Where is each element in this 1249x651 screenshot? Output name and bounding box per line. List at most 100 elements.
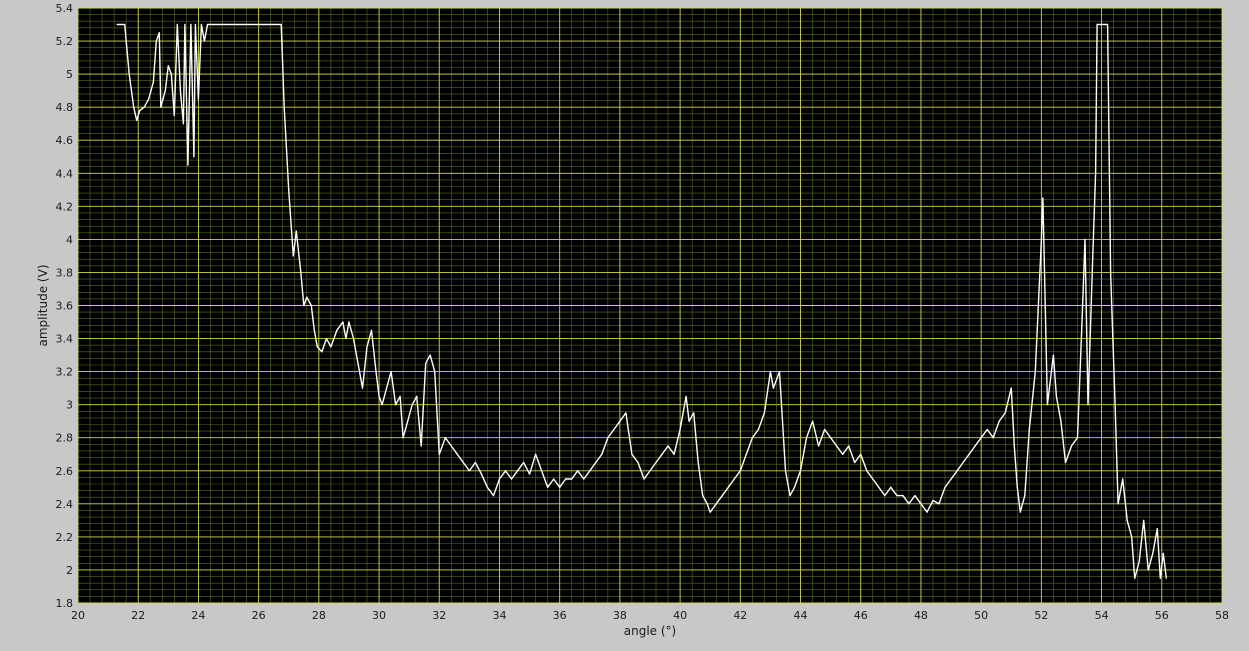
data-point xyxy=(920,503,922,505)
data-point xyxy=(1084,238,1086,240)
data-point xyxy=(197,98,200,100)
data-point xyxy=(565,478,567,480)
data-point xyxy=(751,437,753,439)
data-point xyxy=(601,453,603,455)
data-point xyxy=(300,271,302,274)
data-point xyxy=(1147,569,1149,571)
data-point xyxy=(148,98,150,100)
data-point xyxy=(625,412,627,414)
data-point xyxy=(504,470,507,472)
data-point xyxy=(407,420,409,422)
x-tick-label: 24 xyxy=(191,609,205,622)
data-point xyxy=(789,494,791,497)
y-tick-label: 5 xyxy=(66,68,73,81)
y-tick-label: 4.4 xyxy=(56,167,74,180)
data-point xyxy=(878,486,880,488)
data-point xyxy=(896,494,898,497)
y-tick-label: 5.2 xyxy=(56,35,74,48)
data-point xyxy=(390,371,392,373)
y-axis-ticks: 1.8 2 2.2 2.4 2.6 2.8 3 3.2 3.4 3.6 3.8 4 4.2 4.4 4.6 4… xyxy=(56,2,74,610)
data-point xyxy=(1016,486,1018,488)
x-tick-label: 22 xyxy=(131,609,145,622)
data-point xyxy=(1096,23,1098,26)
data-point xyxy=(352,337,355,340)
data-point xyxy=(799,470,802,472)
data-point xyxy=(124,23,126,26)
data-point xyxy=(655,461,657,464)
data-point xyxy=(1107,23,1109,26)
y-tick-label: 4.6 xyxy=(56,134,74,147)
series-line xyxy=(117,23,1167,579)
x-tick-label: 30 xyxy=(372,609,386,622)
data-point xyxy=(170,73,172,75)
x-axis-ticks: 20 22 24 26 28 30 32 34 36 38 40 42 44 46 48 50 52 54 56 58 xyxy=(71,609,1229,622)
x-tick-label: 34 xyxy=(492,609,506,622)
data-point xyxy=(288,189,290,191)
y-tick-label: 3.8 xyxy=(56,266,74,279)
data-point xyxy=(1122,478,1124,480)
data-point xyxy=(316,346,318,348)
data-point xyxy=(295,230,297,232)
data-point xyxy=(133,106,135,108)
data-point xyxy=(303,304,305,307)
y-tick-label: 2.8 xyxy=(56,432,74,445)
data-point xyxy=(721,494,723,497)
data-point xyxy=(577,470,579,472)
data-point xyxy=(474,461,476,464)
data-point xyxy=(559,486,561,488)
data-point xyxy=(1013,445,1015,447)
data-point xyxy=(395,404,397,406)
x-tick-label: 42 xyxy=(733,609,747,622)
y-tick-label: 4 xyxy=(66,233,73,246)
data-point xyxy=(1152,552,1154,555)
data-point xyxy=(480,473,483,475)
data-point xyxy=(292,255,294,257)
data-point xyxy=(375,371,377,373)
data-point xyxy=(1143,519,1145,521)
data-point xyxy=(187,164,189,166)
y-tick-label: 2 xyxy=(66,564,73,577)
data-point xyxy=(128,73,130,75)
data-point xyxy=(998,420,1000,422)
y-tick-label: 2.6 xyxy=(56,465,74,478)
data-point xyxy=(1040,238,1042,240)
data-point xyxy=(772,387,775,389)
data-point xyxy=(914,494,916,497)
data-point xyxy=(778,371,781,373)
data-point xyxy=(763,412,766,414)
data-point xyxy=(926,511,928,513)
data-point xyxy=(944,486,946,488)
data-point xyxy=(444,437,446,439)
data-point xyxy=(468,470,470,472)
data-point xyxy=(203,40,206,42)
data-point xyxy=(450,445,452,447)
data-point xyxy=(310,304,312,307)
data-point xyxy=(462,461,464,464)
data-point xyxy=(702,494,704,497)
data-point xyxy=(348,321,350,323)
data-point xyxy=(793,486,796,488)
data-point xyxy=(438,453,440,455)
data-point xyxy=(553,478,555,480)
data-point xyxy=(693,412,695,414)
y-tick-label: 5.4 xyxy=(56,2,74,15)
data-point xyxy=(1091,263,1094,265)
data-point xyxy=(974,445,976,447)
data-point xyxy=(385,387,388,389)
data-point xyxy=(283,106,285,108)
data-point xyxy=(830,437,832,439)
data-point xyxy=(1117,503,1119,505)
data-point xyxy=(1165,577,1167,579)
data-point xyxy=(968,453,970,455)
x-tick-label: 48 xyxy=(914,609,928,622)
x-tick-label: 52 xyxy=(1034,609,1048,622)
data-point xyxy=(321,351,323,353)
data-point xyxy=(1087,404,1089,406)
data-point xyxy=(522,461,525,464)
y-tick-label: 2.2 xyxy=(56,531,74,544)
data-point xyxy=(498,478,501,480)
data-point xyxy=(811,420,814,422)
data-point xyxy=(637,461,639,464)
data-point xyxy=(399,395,401,398)
